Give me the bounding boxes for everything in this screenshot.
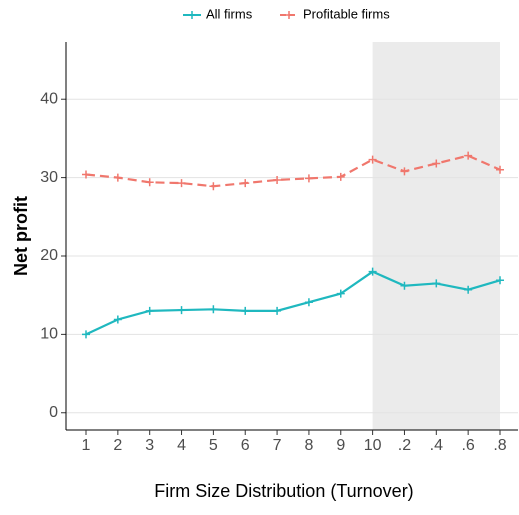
point-marker — [432, 279, 441, 288]
x-tick-label: 9 — [336, 437, 345, 454]
point-marker — [241, 306, 250, 315]
point-marker — [113, 315, 122, 324]
x-tick-label: 1 — [82, 437, 91, 454]
x-tick-label: 7 — [273, 437, 282, 454]
legend-marker — [188, 11, 196, 19]
x-tick-label: 2 — [113, 437, 122, 454]
point-marker — [145, 178, 154, 187]
point-marker — [496, 165, 504, 174]
x-tick-label: .8 — [493, 437, 506, 454]
y-tick-label: 10 — [40, 326, 58, 343]
point-marker — [177, 179, 186, 188]
y-tick-label: 20 — [40, 247, 58, 264]
x-tick-label: 8 — [304, 437, 313, 454]
point-marker — [400, 167, 409, 176]
x-tick-label: 6 — [241, 437, 250, 454]
x-tick-label: 4 — [177, 437, 186, 454]
point-marker — [209, 182, 218, 191]
shaded-region — [372, 42, 500, 430]
point-marker — [336, 172, 345, 181]
point-marker — [400, 281, 409, 290]
y-axis-title: Net profit — [11, 196, 31, 276]
legend-label: All firms — [206, 6, 253, 21]
point-marker — [82, 330, 90, 339]
legend-label: Profitable firms — [303, 6, 390, 21]
point-marker — [273, 306, 282, 315]
point-marker — [368, 267, 377, 276]
point-marker — [304, 298, 313, 307]
point-marker — [273, 175, 282, 184]
point-marker — [496, 276, 504, 285]
point-marker — [177, 306, 186, 315]
point-marker — [464, 151, 473, 160]
y-tick-label: 0 — [49, 404, 58, 421]
series-line — [85, 154, 501, 188]
point-marker — [336, 289, 345, 298]
x-tick-label: 5 — [209, 437, 218, 454]
legend-marker — [285, 11, 293, 19]
x-axis-title: Firm Size Distribution (Turnover) — [154, 481, 413, 501]
point-marker — [145, 306, 154, 315]
x-tick-label: 10 — [364, 437, 382, 454]
series-line — [85, 270, 501, 336]
x-tick-label: 3 — [145, 437, 154, 454]
y-tick-label: 30 — [40, 169, 58, 186]
point-marker — [241, 179, 250, 188]
point-marker — [432, 159, 441, 168]
x-tick-label: .4 — [430, 437, 443, 454]
point-marker — [82, 170, 90, 179]
point-marker — [304, 174, 313, 183]
point-marker — [209, 305, 218, 314]
point-marker — [464, 285, 473, 294]
y-tick-label: 40 — [40, 90, 58, 107]
point-marker — [113, 173, 122, 182]
x-tick-label: .6 — [461, 437, 474, 454]
point-marker — [368, 155, 377, 164]
x-tick-label: .2 — [398, 437, 411, 454]
